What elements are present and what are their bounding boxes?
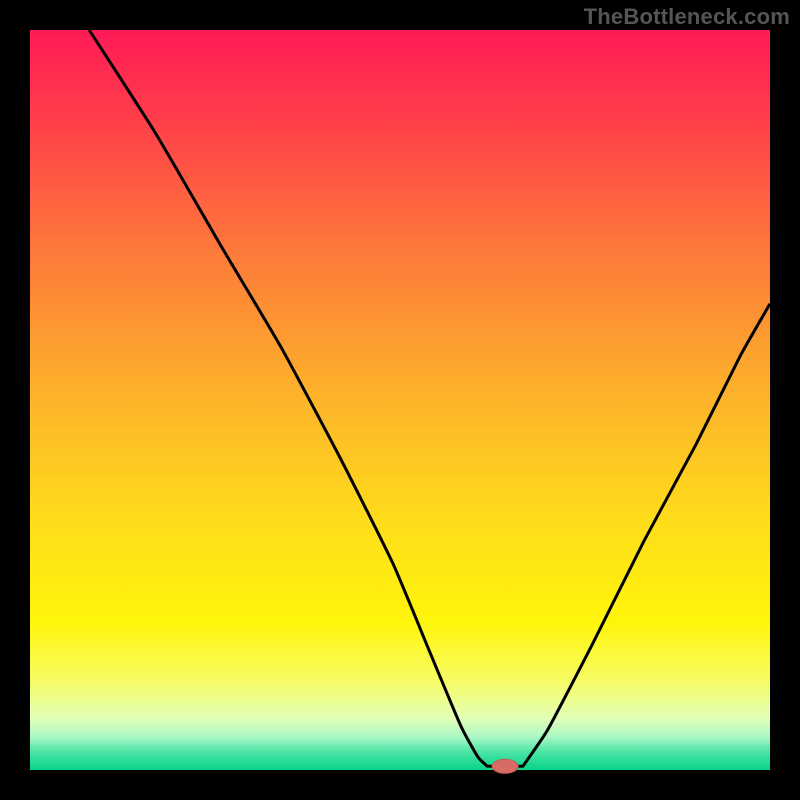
- optimum-marker: [492, 759, 518, 773]
- chart-background: [30, 30, 770, 770]
- bottleneck-chart: [0, 0, 800, 800]
- watermark-text: TheBottleneck.com: [584, 4, 790, 30]
